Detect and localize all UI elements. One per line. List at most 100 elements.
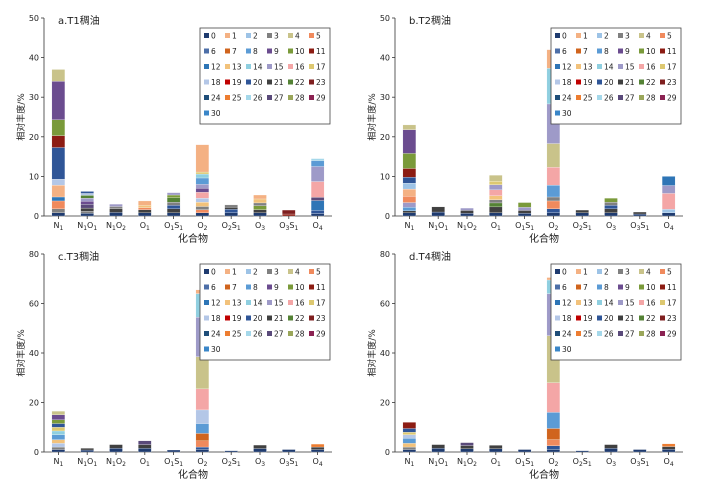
bar-segment [575,209,589,213]
x-tick-label: O1 [491,221,501,232]
legend-label: 27 [625,330,635,339]
chart-title: a.T1稠油 [58,14,100,27]
bar-segment [310,181,325,198]
bar-segment [253,209,267,213]
bar-segment [195,202,210,207]
bar-segment [402,210,417,213]
legend-swatch [246,33,251,38]
legend-label: 5 [667,32,672,41]
legend-swatch [309,64,314,69]
legend-label: 2 [253,268,258,277]
x-tick-label: N1 [53,457,63,468]
legend-label: 20 [604,78,614,87]
bar-segment [195,206,210,210]
bar-segment [489,448,503,453]
bar-segment [195,171,210,175]
legend-label: 28 [295,330,305,339]
legend-swatch [576,331,581,336]
x-tick-label: O2 [197,221,207,232]
legend-swatch [267,331,272,336]
y-axis-label: 相对丰度/% [366,93,378,141]
legend-label: 27 [274,94,284,103]
legend-swatch [660,64,665,69]
legend-swatch [618,95,623,100]
legend-label: 13 [583,299,593,308]
bar-segment [51,411,66,416]
x-axis-label: 化合物 [178,468,208,481]
legend-label: 29 [316,330,326,339]
legend-swatch [639,331,644,336]
legend-swatch [639,48,644,54]
legend-label: 13 [232,299,242,308]
bar-segment [138,444,152,449]
legend-label: 11 [667,283,677,292]
legend-label: 14 [604,63,614,72]
legend-swatch [246,331,251,336]
bar-segment [431,444,445,449]
legend-label: 11 [667,47,677,56]
legend-label: 3 [625,32,630,41]
bar-segment [80,211,94,214]
x-tick-label: N1O2 [106,221,126,232]
legend-label: 2 [604,32,609,41]
bar-segment [489,195,503,200]
legend-swatch [204,284,209,290]
x-tick-label: O1 [140,457,150,468]
bar-segment [402,432,417,435]
x-tick-label: N1O2 [106,457,126,468]
legend-label: 26 [253,330,263,339]
bar-segment [402,168,417,178]
bar-segment [166,194,181,198]
bar-segment [604,444,618,449]
bar-segment [517,449,532,453]
legend-swatch [309,284,314,290]
legend-label: 8 [604,47,609,56]
legend-swatch [597,79,602,85]
legend-swatch [309,331,314,336]
legend-label: 1 [583,32,588,41]
bar-segment [195,209,210,213]
legend-swatch [576,33,581,38]
x-tick-label: N1 [53,221,63,232]
legend-swatch [555,79,560,85]
legend-label: 7 [232,283,237,292]
bar-segment [604,212,618,217]
legend-swatch [246,95,251,100]
bar-segment [195,433,210,441]
bar-segment [166,212,181,217]
legend-swatch [309,315,314,321]
legend-label: 13 [583,63,593,72]
bar-segment [546,382,561,413]
legend-swatch [555,269,560,274]
bar-segment [166,449,181,453]
x-tick-label: O2 [548,221,558,232]
bar-segment [431,206,445,213]
bar-segment [546,412,561,429]
legend-label: 20 [253,78,263,87]
legend-label: 19 [583,314,593,323]
x-tick-label: N1O1 [77,221,97,232]
legend-label: 15 [625,299,635,308]
legend-label: 11 [316,47,326,56]
bar-segment [546,212,561,217]
bar-segment [489,181,503,185]
bar-segment [546,196,561,202]
legend-label: 30 [562,345,572,354]
legend-label: 12 [211,63,221,72]
bar-segment [489,189,503,196]
legend-label: 22 [646,78,656,87]
bar-segment [51,449,66,453]
legend-swatch [288,48,293,54]
legend-swatch [225,284,230,290]
legend-label: 23 [667,314,677,323]
legend-swatch [204,33,209,38]
bar-segment [575,450,589,453]
bar-segment [224,212,238,217]
x-tick-label: N1O2 [457,221,477,232]
y-tick-label: 20 [380,399,390,408]
x-tick-label: O2 [197,457,207,468]
legend-label: 7 [583,283,588,292]
legend-label: 12 [562,63,572,72]
